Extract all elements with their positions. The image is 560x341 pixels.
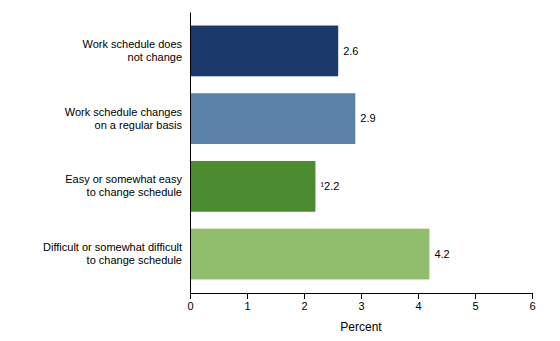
x-tick-mark [475,293,476,299]
x-tick-mark [532,293,533,299]
x-tick: 1 [244,293,250,312]
y-tick-label: Difficult or somewhat difficultto change… [43,241,182,266]
x-axis: 0 1 2 3 4 5 6 [187,293,535,312]
y-tick-label: Work schedule changeson a regular basis [65,106,183,131]
x-axis-title: Percent [340,320,382,334]
data-label: ¹2.2 [320,180,339,192]
y-tick-label-line: Work schedule changes [65,106,183,118]
y-tick: Work schedule changeson a regular basis [65,106,183,131]
x-axis-line [191,294,533,300]
y-tick-label-line: to change schedule [87,186,182,198]
y-tick-label: Work schedule doesnot change [83,38,183,63]
x-tick: 0 [187,293,193,312]
data-labels: 4.2 ¹2.2 2.9 2.6 [320,45,449,260]
y-tick-label-line: not change [128,51,182,63]
y-tick: Easy or somewhat easyto change schedule [65,173,182,198]
bar [190,161,315,212]
chart: 0123456Difficult or somewhat difficultto… [0,0,560,341]
y-tick-label: Easy or somewhat easyto change schedule [65,173,182,198]
y-tick-label-line: Easy or somewhat easy [65,173,182,185]
x-tick-label: 1 [244,300,250,312]
bar [190,93,355,144]
x-tick-mark [247,293,248,299]
y-tick: Difficult or somewhat difficultto change… [43,241,182,266]
x-tick-label: 0 [187,300,193,312]
data-label: 2.9 [360,112,375,124]
y-tick-label-line: on a regular basis [95,119,183,131]
x-tick-mark [190,293,191,299]
x-tick-label: 4 [415,300,421,312]
bar [190,26,338,77]
y-tick-label-line: to change schedule [87,254,182,266]
x-tick-label: 6 [529,300,535,312]
x-tick-label: 5 [472,300,478,312]
y-tick-label-line: Work schedule does [83,38,183,50]
x-tick-mark [361,293,362,299]
x-tick-label: 3 [358,300,364,312]
x-tick-mark [304,293,305,299]
plot: 0123456Difficult or somewhat difficultto… [43,13,536,335]
y-axis: Difficult or somewhat difficultto change… [43,13,190,294]
bar [190,229,429,280]
bars [190,26,429,280]
x-tick: 6 [529,293,535,312]
x-tick-mark [418,293,419,299]
x-tick: 2 [301,293,307,312]
y-tick-label-line: Difficult or somewhat difficult [43,241,182,253]
x-tick: 4 [415,293,421,312]
x-tick-label: 2 [301,300,307,312]
data-label: 4.2 [434,248,449,260]
y-axis-line [190,13,191,294]
data-label: 2.6 [343,45,358,57]
x-tick: 3 [358,293,364,312]
y-tick: Work schedule doesnot change [83,38,183,63]
x-tick: 5 [472,293,478,312]
